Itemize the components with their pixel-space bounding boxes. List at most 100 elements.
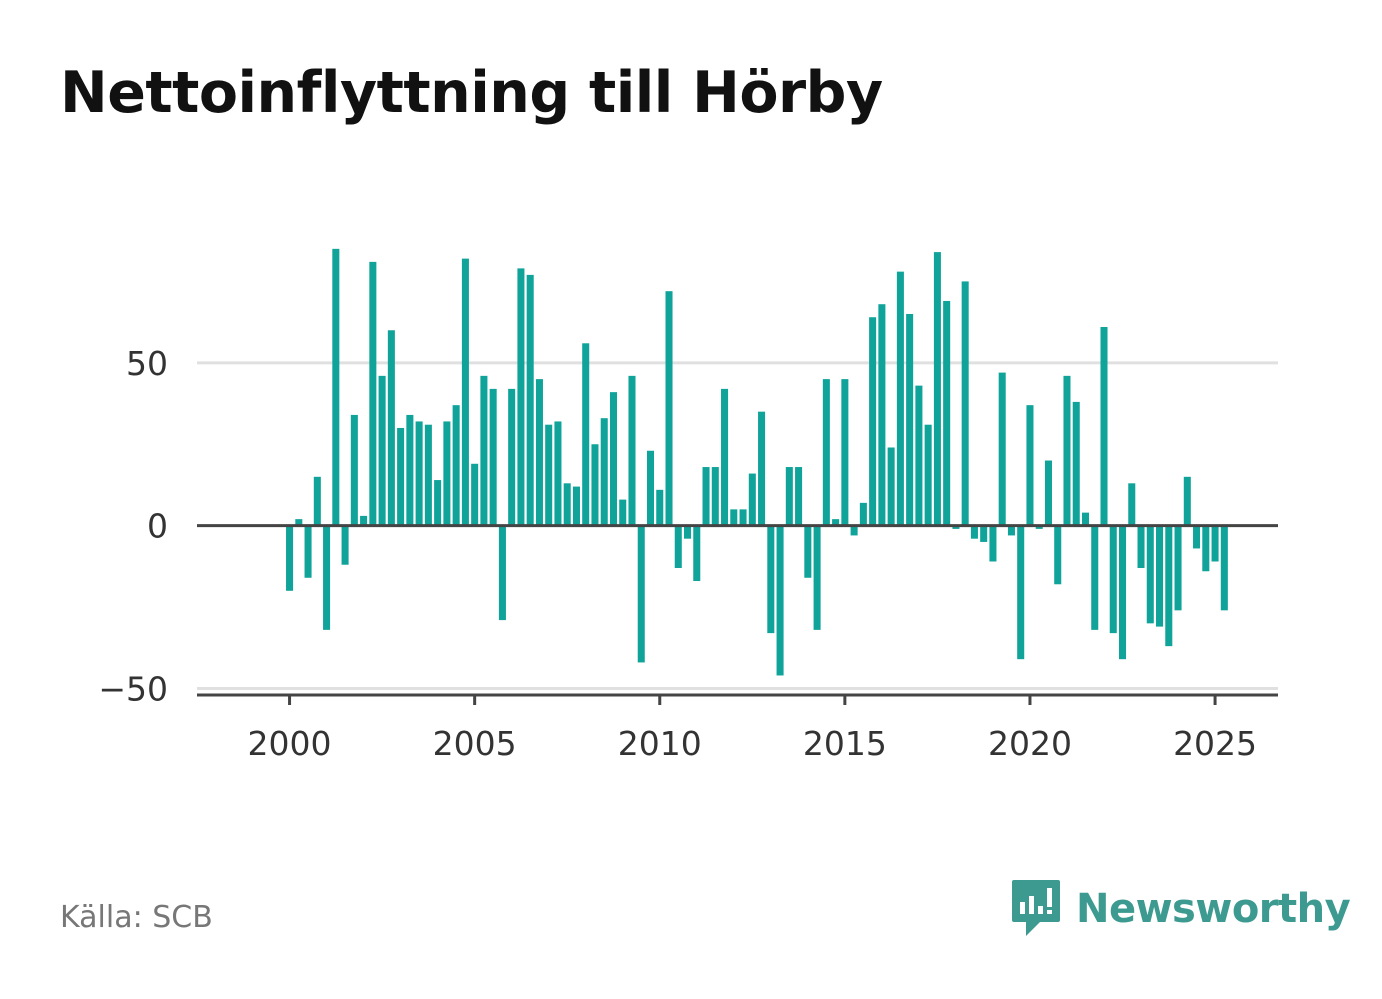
bar [471,463,479,526]
bar [1118,525,1127,660]
bar [1063,375,1071,526]
bar [1054,525,1062,585]
bar [924,424,932,526]
bar [1017,525,1025,660]
bar [554,421,562,526]
bar [998,372,1006,526]
bar [609,392,617,526]
bar [730,509,738,526]
bar [1193,525,1201,549]
bar [1026,405,1034,526]
y-tick-label: −50 [98,669,168,708]
bar [1220,525,1228,611]
bar [887,447,895,526]
x-tick-label: 2010 [618,724,702,763]
bar [878,304,886,526]
bar [1146,525,1154,624]
bar [1081,512,1090,526]
y-tick-label: 50 [126,344,168,383]
bar [896,271,904,526]
bar [508,388,516,526]
bar [646,450,655,526]
bar [785,467,793,526]
bar [341,525,349,565]
bar [628,375,636,526]
bar [1174,525,1182,611]
bar [526,274,534,526]
x-tick-label: 2015 [803,724,887,763]
bar [915,385,923,526]
bar [489,388,497,526]
bar-series [286,248,1228,676]
bar [711,467,719,526]
bar [970,525,978,539]
tick-labels: −50 0 50 2000 2005 2010 2015 2020 2025 [98,344,1257,763]
bar [832,519,840,526]
bar [656,489,664,526]
bar [360,515,368,526]
x-tick-label: 2020 [988,724,1072,763]
bar [859,502,867,526]
bar [933,252,941,526]
bar [952,525,960,529]
bar [591,444,599,526]
bar [286,525,294,591]
bar [600,418,608,526]
bar [369,261,377,526]
chart-title: Nettoinflyttning till Hörby [60,60,883,126]
bar [1137,525,1145,568]
bar [813,525,821,630]
bar [1165,525,1173,647]
bar [332,248,340,526]
x-tick-label: 2025 [1173,724,1257,763]
bar [545,424,553,526]
bar [378,375,386,526]
bar [1183,476,1191,526]
bar [443,421,451,526]
bar [721,388,729,526]
bar [1202,525,1210,572]
bar [822,379,830,526]
bar [397,427,405,526]
x-tick-label: 2005 [433,724,517,763]
bar [1007,525,1015,536]
bar [693,525,701,582]
bar [1156,525,1164,627]
bar [665,291,673,526]
bar [517,268,525,526]
bar [1109,525,1117,634]
bar [415,421,423,526]
bar [850,525,858,536]
bar [452,405,460,526]
bar [961,281,969,526]
bar [674,525,682,568]
bar [313,476,321,526]
bar [776,525,784,676]
bar [1044,460,1052,526]
x-tick-label: 2000 [248,724,332,763]
bar [758,411,766,526]
bar [461,258,469,526]
bar [637,525,645,663]
bar [563,483,571,526]
bar [406,414,414,526]
axes [197,524,1278,705]
bar [1072,401,1080,526]
brand-name: Newsworthy [1076,886,1351,932]
bar [619,499,627,526]
y-tick-label: 0 [147,507,168,546]
bar [1100,327,1108,526]
bar [572,486,580,526]
bar [350,414,358,526]
bar [498,525,506,621]
bar [480,375,488,526]
bar [739,509,747,526]
bar [582,343,590,526]
bar [434,480,442,526]
bar [387,330,395,526]
bar [906,313,914,526]
bar [304,525,312,578]
bar [841,379,849,526]
bar [295,519,303,526]
